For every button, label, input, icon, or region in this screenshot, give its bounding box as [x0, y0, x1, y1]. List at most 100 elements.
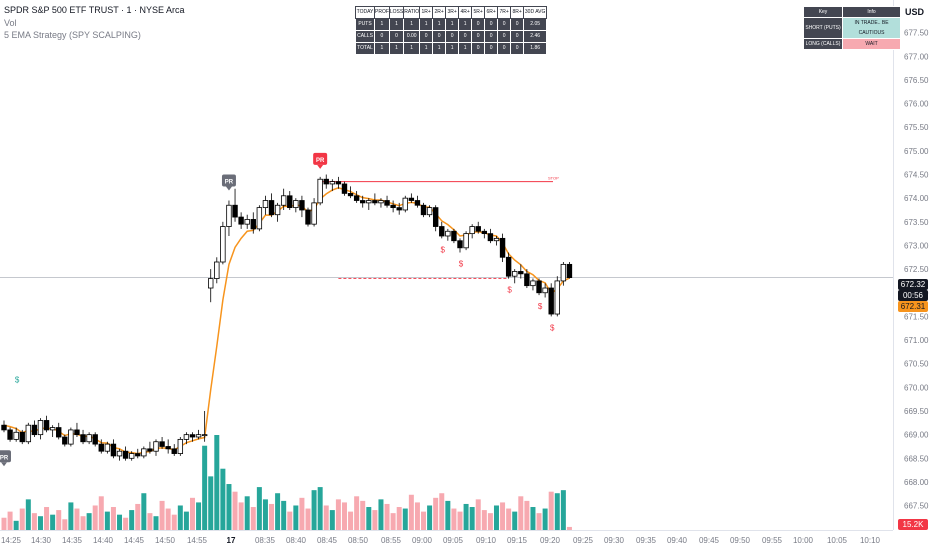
key-header-cell: Info [842, 6, 901, 18]
stats-cell: 0.00 [403, 30, 421, 43]
candle-body [7, 429, 13, 440]
volume-bar [7, 511, 13, 530]
stats-cell: 6R+ [484, 6, 499, 19]
dollar-marker: $ [15, 376, 20, 385]
y-tick-label: 667.50 [904, 502, 929, 511]
stats-cell: 30D AVG [523, 6, 548, 19]
volume-bar [354, 496, 360, 530]
volume-bar [463, 503, 469, 530]
stats-cell: 2R+ [432, 6, 447, 19]
candle-body [299, 200, 305, 211]
stats-cell: 7R+ [497, 6, 512, 19]
stats-cell: 1 [458, 18, 473, 31]
candle-body [353, 195, 360, 201]
candle-body [250, 219, 256, 230]
symbol-title[interactable]: SPDR S&P 500 ETF TRUST · 1 · NYSE Arca [4, 5, 185, 15]
stats-row: TOTAL 1 1 1 1 1 1 1 0 0 0 0 1.86 [355, 42, 548, 55]
stats-cell: 4R+ [458, 6, 473, 19]
y-tick-label: 668.00 [904, 478, 929, 487]
volume-bar [548, 491, 554, 530]
x-tick-label: 14:40 [93, 536, 114, 545]
candle-body [92, 434, 98, 445]
candle-body [481, 230, 488, 235]
strategy-legend[interactable]: 5 EMA Strategy (SPY SCALPING) [4, 30, 141, 40]
stats-cell: 0 [471, 18, 486, 31]
volume-bar [275, 493, 281, 530]
candle-body [165, 446, 171, 450]
x-tick-label: 14:30 [31, 536, 52, 545]
volume-bar [56, 510, 62, 530]
stats-cell: 1 [374, 42, 390, 55]
volume-bar [25, 499, 31, 530]
y-tick-label: 669.50 [904, 407, 929, 416]
pr-marker-label: PR [225, 180, 234, 186]
volume-bar [384, 503, 390, 530]
stats-cell: 1 [374, 18, 390, 31]
candle-body [141, 448, 147, 457]
stats-row: PUTS 1 1 1 1 1 1 1 0 0 0 0 2.05 [355, 18, 548, 31]
volume-legend[interactable]: Vol [4, 18, 17, 28]
stats-cell: RATIO [403, 6, 421, 19]
volume-bar [512, 511, 518, 530]
currency-label[interactable]: USD [905, 7, 925, 17]
volume-bar [341, 502, 347, 530]
volume-bar [414, 502, 420, 530]
volume-bar [299, 497, 305, 530]
candle-body [347, 193, 354, 197]
volume-bar [250, 507, 256, 530]
volume-bar [348, 511, 354, 530]
pr-marker-label: PR [0, 455, 9, 461]
volume-bar [147, 513, 153, 530]
candle-body [518, 271, 524, 275]
volume-bar [293, 505, 299, 530]
stats-cell: 0 [497, 30, 512, 43]
x-tick-label: 09:50 [730, 536, 751, 545]
x-tick-label: 09:20 [540, 536, 561, 545]
volume-bar [402, 508, 408, 530]
x-tick-label: 09:45 [699, 536, 720, 545]
stats-cell: 5R+ [471, 6, 486, 19]
stats-cell: 0 [374, 30, 390, 43]
candle-body [512, 271, 518, 277]
candle-body [420, 204, 427, 216]
stats-cell: 1 [403, 42, 421, 55]
stats-cell: 0 [497, 42, 512, 55]
volume-bar [305, 508, 311, 530]
y-tick-label: 675.50 [904, 123, 929, 132]
candle-body [505, 256, 512, 277]
last-price-label: 672.32 [898, 279, 928, 290]
candle-body [305, 209, 311, 225]
volume-bar [281, 500, 287, 530]
x-tick-label: 09:30 [604, 536, 625, 545]
y-tick-label: 669.00 [904, 431, 929, 440]
volume-bar [378, 499, 384, 530]
candle-body [317, 178, 323, 204]
volume-bar [311, 490, 317, 530]
candle-body [256, 207, 263, 230]
stats-cell: 0 [510, 30, 525, 43]
stats-cell: TODAY [355, 6, 375, 19]
volume-bar [269, 503, 275, 530]
y-tick-label: 670.00 [904, 383, 929, 392]
candle-body [548, 287, 554, 315]
candle-body [268, 200, 275, 216]
candle-body [68, 429, 74, 445]
x-tick-label: 10:10 [860, 536, 881, 545]
volume-bar [566, 526, 572, 530]
stats-cell: 0 [484, 30, 499, 43]
volume-bar [554, 493, 560, 530]
volume-bar [493, 505, 499, 530]
volume-bar [68, 502, 74, 530]
volume-bar [457, 511, 463, 530]
stats-cell: 0 [484, 18, 499, 31]
x-tick-label: 14:25 [1, 536, 22, 545]
candle-body [451, 230, 457, 242]
candle-body [74, 429, 80, 436]
candle-body [287, 195, 293, 209]
volume-bar [335, 499, 341, 530]
candle-body [226, 204, 232, 227]
candle-body [220, 226, 226, 263]
volume-bar [506, 508, 512, 530]
candle-body [469, 226, 475, 235]
